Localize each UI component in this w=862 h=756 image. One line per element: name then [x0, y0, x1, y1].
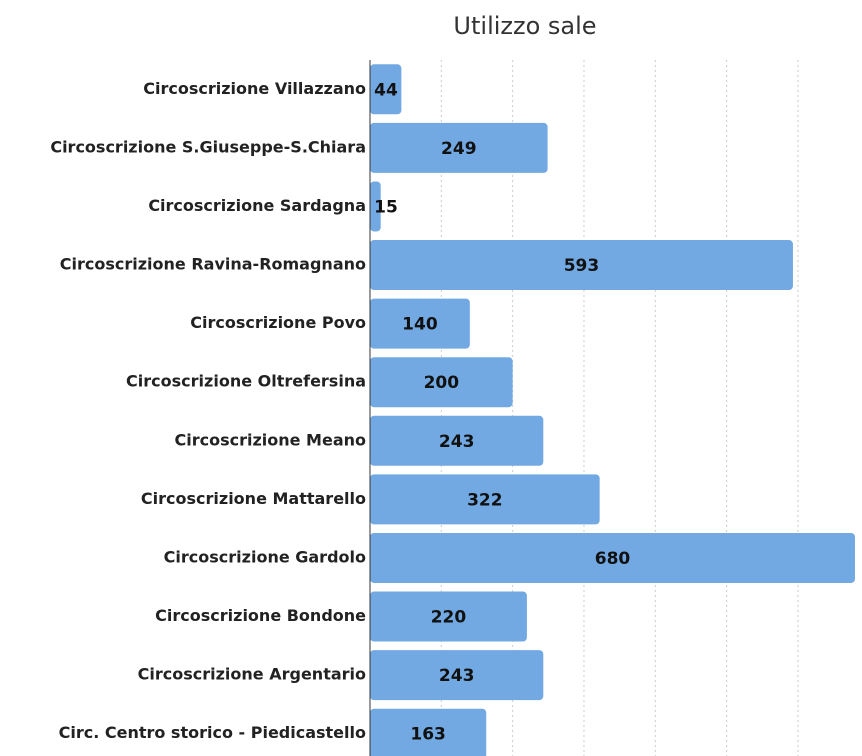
value-label: 243 — [439, 666, 475, 686]
y-tick-label: Circoscrizione S.Giuseppe-S.Chiara — [50, 137, 366, 156]
value-label: 249 — [441, 139, 477, 159]
bar — [370, 181, 381, 232]
value-label: 680 — [595, 549, 631, 569]
y-tick-label: Circoscrizione Meano — [174, 430, 366, 449]
bar — [370, 298, 470, 349]
y-tick-label: Circ. Centro storico - Piedicastello — [59, 723, 366, 742]
value-label: 200 — [424, 373, 460, 393]
value-label: 593 — [564, 256, 600, 276]
y-tick-label: Circoscrizione Povo — [190, 313, 366, 332]
bar — [370, 240, 793, 291]
value-label: 220 — [431, 608, 467, 628]
y-tick-label: Circoscrizione Argentario — [138, 665, 366, 684]
value-label: 243 — [439, 432, 475, 452]
bar — [370, 122, 548, 173]
chart-title: Utilizzo sale — [453, 12, 596, 40]
y-tick-label: Circoscrizione Bondone — [155, 606, 366, 625]
bar — [370, 591, 527, 642]
y-tick-label: Circoscrizione Oltrefersina — [126, 372, 366, 391]
value-label: 15 — [374, 197, 398, 217]
bar — [370, 532, 855, 583]
value-label: 140 — [402, 315, 438, 335]
bar — [370, 474, 600, 525]
value-label: 163 — [410, 725, 446, 745]
bar — [370, 415, 544, 466]
value-label: 322 — [467, 490, 503, 510]
y-tick-label: Circoscrizione Gardolo — [164, 547, 366, 566]
bar — [370, 64, 402, 115]
bar — [370, 650, 544, 701]
bar — [370, 357, 513, 408]
value-label: 44 — [374, 80, 398, 100]
y-tick-label: Circoscrizione Ravina-Romagnano — [60, 255, 366, 274]
y-tick-label: Circoscrizione Mattarello — [141, 489, 366, 508]
y-tick-label: Circoscrizione Sardagna — [148, 196, 366, 215]
y-tick-label: Circoscrizione Villazzano — [143, 79, 366, 98]
bar — [370, 708, 487, 756]
